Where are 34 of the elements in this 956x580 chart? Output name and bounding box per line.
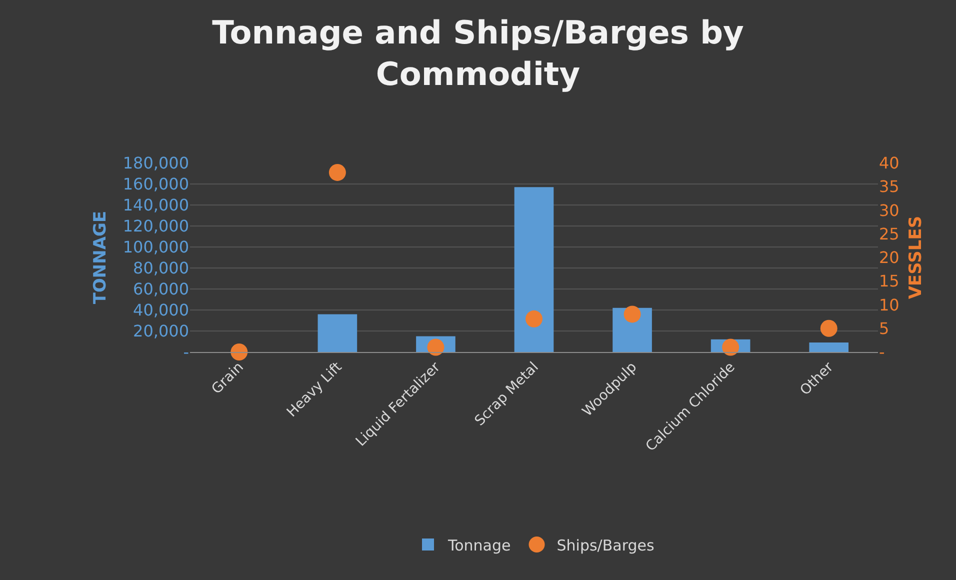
y-tick-label: 140,000: [122, 196, 189, 215]
legend-label: Ships/Barges: [556, 536, 654, 554]
y-tick-label: 120,000: [122, 216, 189, 236]
bar: [809, 342, 849, 352]
y-tick-label: -: [183, 342, 189, 362]
y2-tick-label: 40: [879, 154, 900, 173]
y-tick-label: 80,000: [133, 258, 189, 278]
y-tick-label: 40,000: [133, 300, 189, 320]
point: [328, 164, 346, 181]
y2-tick-label: 25: [879, 224, 900, 244]
point: [722, 338, 740, 356]
point: [427, 338, 444, 356]
y2-tick-label: 5: [879, 318, 890, 338]
y2-tick-label: 10: [879, 295, 900, 314]
y2-tick-label: 15: [879, 272, 900, 291]
y-tick-label: 20,000: [133, 322, 189, 341]
y2-tick-label: 30: [879, 200, 900, 220]
y2-axis-title: VESSLES: [906, 216, 926, 300]
y-tick-label: 160,000: [122, 174, 189, 194]
point: [526, 310, 542, 328]
y-axis-title: TONNAGE: [90, 210, 110, 304]
point: [230, 344, 248, 360]
y-tick-label: 180,000: [122, 154, 189, 173]
y-tick-label: 60,000: [133, 280, 189, 299]
bar: [514, 187, 554, 352]
y2-tick-label: 20: [879, 248, 900, 268]
point: [820, 320, 838, 337]
legend-label: Tonnage: [447, 536, 511, 554]
point: [624, 306, 641, 323]
y2-tick-label: 35: [879, 177, 900, 196]
bar: [318, 314, 358, 352]
chart-title: Tonnage and Ships/Barges by Commodity: [212, 14, 744, 94]
y-tick-label: 100,000: [122, 238, 189, 257]
y2-tick-label: -: [879, 342, 885, 362]
